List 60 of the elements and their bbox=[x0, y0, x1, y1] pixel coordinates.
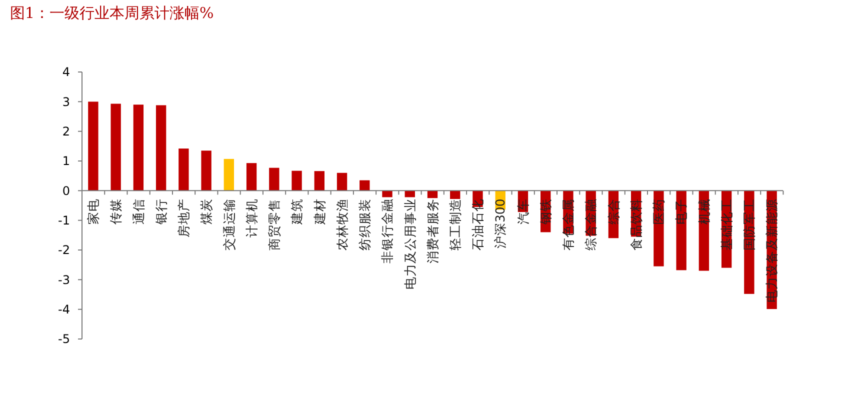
x-tick-label: 电力设备及新能源 bbox=[764, 198, 780, 303]
x-tick-label: 有色金属 bbox=[560, 198, 576, 251]
bar bbox=[676, 190, 686, 270]
y-tick-label: -1 bbox=[58, 214, 70, 228]
x-tick-label: 石油石化 bbox=[470, 198, 486, 251]
x-tick-label: 食品饮料 bbox=[628, 198, 644, 251]
x-tick-label: 传媒 bbox=[108, 198, 124, 225]
x-tick-label: 煤炭 bbox=[198, 198, 214, 225]
x-tick-label: 建筑 bbox=[289, 198, 304, 226]
bar bbox=[156, 105, 166, 191]
y-tick-label: 0 bbox=[62, 184, 70, 198]
bar bbox=[178, 148, 189, 191]
x-tick-label: 机械 bbox=[696, 198, 712, 225]
x-tick-label: 房地产 bbox=[176, 198, 192, 238]
x-tick-label: 交通运输 bbox=[221, 198, 236, 251]
y-tick-label: 2 bbox=[62, 124, 70, 139]
x-tick-label: 计算机 bbox=[244, 198, 259, 238]
x-tick-label: 国防军工 bbox=[742, 198, 757, 251]
x-tick-label: 电子 bbox=[674, 198, 689, 225]
x-tick-label: 非银行金融 bbox=[380, 198, 395, 264]
bar bbox=[292, 170, 302, 191]
y-tick-label: -4 bbox=[58, 302, 70, 317]
x-tick-label: 钢铁 bbox=[538, 198, 553, 226]
bar bbox=[201, 150, 212, 191]
x-tick-label: 建材 bbox=[312, 198, 327, 226]
bar bbox=[269, 168, 280, 191]
bar bbox=[360, 180, 370, 191]
bar bbox=[450, 190, 460, 199]
bar bbox=[404, 190, 415, 198]
x-tick-label: 基础化工 bbox=[718, 198, 734, 251]
y-tick-label: -3 bbox=[58, 272, 70, 287]
x-tick-label: 综合金融 bbox=[583, 198, 598, 251]
bar bbox=[427, 190, 438, 198]
bar bbox=[224, 158, 234, 191]
x-tick-label: 消费者服务 bbox=[424, 198, 440, 264]
x-tick-label: 沪深300 bbox=[492, 198, 508, 249]
x-tick-label: 家电 bbox=[86, 198, 101, 225]
chart-title: 图1：一级行业本周累计涨幅% bbox=[10, 4, 214, 22]
bar bbox=[133, 104, 144, 191]
y-tick-label: -2 bbox=[58, 243, 70, 258]
x-tick-label: 农林牧渔 bbox=[334, 198, 350, 251]
bar bbox=[110, 104, 121, 191]
x-tick-label: 综合 bbox=[606, 198, 621, 225]
y-tick-label: 4 bbox=[62, 65, 70, 80]
x-tick-label: 商贸零售 bbox=[266, 198, 282, 251]
y-tick-label: -5 bbox=[58, 332, 70, 346]
x-tick-label: 电力及公用事业 bbox=[402, 198, 418, 290]
x-tick-label: 汽车 bbox=[515, 198, 530, 225]
x-tick-label: 医药 bbox=[651, 198, 666, 225]
y-tick-label: 1 bbox=[62, 154, 70, 168]
bar bbox=[88, 102, 98, 191]
bar bbox=[314, 171, 324, 191]
x-tick-label: 纺织服装 bbox=[357, 198, 372, 251]
bar bbox=[246, 163, 257, 191]
x-tick-label: 银行 bbox=[153, 198, 168, 226]
x-tick-label: 轻工制造 bbox=[447, 198, 462, 251]
y-tick-label: 3 bbox=[62, 94, 70, 109]
bar bbox=[336, 172, 348, 191]
bar bbox=[382, 190, 392, 198]
x-tick-label: 通信 bbox=[130, 198, 146, 225]
